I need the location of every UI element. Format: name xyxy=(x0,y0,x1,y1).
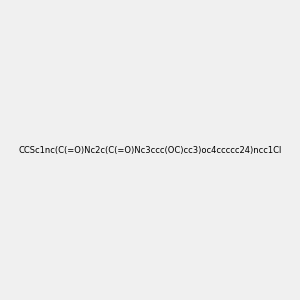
Text: CCSc1nc(C(=O)Nc2c(C(=O)Nc3ccc(OC)cc3)oc4ccccc24)ncc1Cl: CCSc1nc(C(=O)Nc2c(C(=O)Nc3ccc(OC)cc3)oc4… xyxy=(18,146,282,154)
